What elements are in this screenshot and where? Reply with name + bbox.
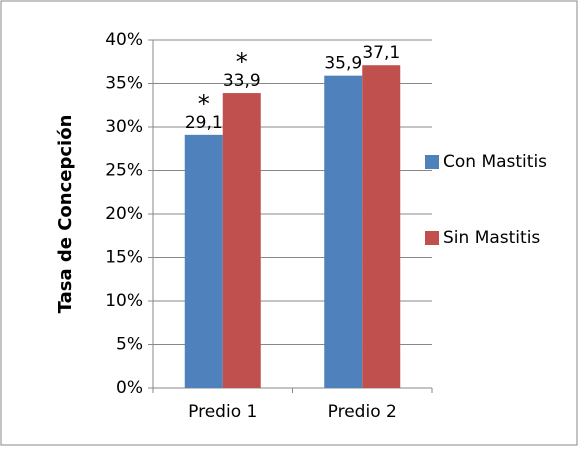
significance-note: * (236, 48, 248, 76)
bar (222, 93, 261, 388)
y-tick-label: 25% (105, 161, 143, 181)
x-tick-label: Predio 2 (328, 402, 397, 422)
value-label: 33,9 (223, 71, 261, 91)
legend-label: Sin Mastitis (443, 228, 540, 248)
y-tick-label: 15% (105, 248, 143, 268)
significance-note: * (198, 90, 210, 118)
y-axis-label: Tasa de Concepción (55, 115, 76, 314)
legend-label: Con Mastitis (443, 152, 547, 172)
bar (324, 75, 363, 389)
y-tick-label: 35% (105, 74, 143, 94)
value-label: 35,9 (324, 54, 362, 74)
y-tick-label: 10% (105, 291, 143, 311)
y-tick-label: 40% (105, 30, 143, 50)
legend-swatch (425, 155, 439, 169)
y-tick-label: 20% (105, 204, 143, 224)
y-tick-label: 5% (116, 335, 143, 355)
value-label: 29,1 (185, 113, 223, 133)
x-tick-label: Predio 1 (188, 402, 257, 422)
value-label: 37,1 (362, 43, 400, 63)
legend-swatch (425, 231, 439, 245)
y-tick-label: 0% (116, 378, 143, 398)
bar (362, 65, 401, 388)
bar (184, 134, 223, 388)
y-tick-label: 30% (105, 117, 143, 137)
